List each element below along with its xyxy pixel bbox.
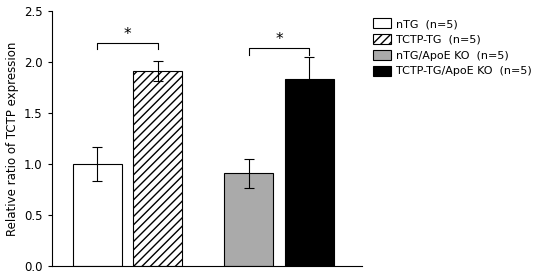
Text: *: * bbox=[124, 27, 131, 42]
Legend: nTG  (n=5), TCTP-TG  (n=5), nTG/ApoE KO  (n=5), TCTP-TG/ApoE KO  (n=5): nTG (n=5), TCTP-TG (n=5), nTG/ApoE KO (n… bbox=[371, 16, 535, 79]
Y-axis label: Relative ratio of TCTP expression: Relative ratio of TCTP expression bbox=[5, 41, 18, 236]
Bar bbox=[285, 79, 334, 267]
Text: *: * bbox=[275, 32, 283, 47]
Bar bbox=[133, 71, 182, 267]
Bar bbox=[224, 173, 273, 267]
Bar bbox=[72, 164, 122, 267]
